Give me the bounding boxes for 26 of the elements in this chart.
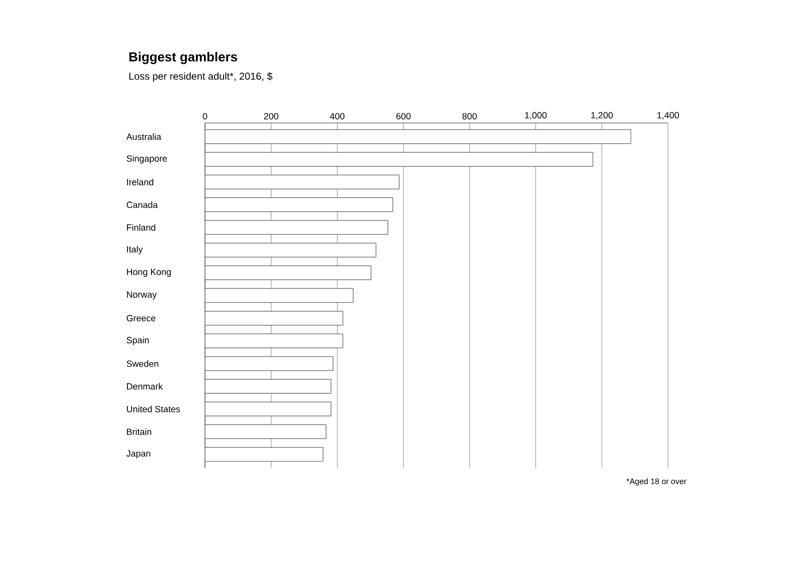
- y-tick-label: Spain: [126, 336, 149, 346]
- y-tick-label: Britain: [127, 428, 152, 435]
- x-tick-label: 1,200: [591, 112, 613, 120]
- y-tick-label: Singapore: [126, 155, 167, 164]
- y-tick-label: Canada: [126, 201, 158, 208]
- x-tick-label: 200: [264, 113, 278, 120]
- y-tick-label: Australia: [126, 133, 162, 140]
- chart-subtitle: Loss per resident adult*, 2016, $: [129, 72, 272, 82]
- y-tick-label: Sweden: [126, 360, 158, 367]
- chart-title: Biggest gamblers: [129, 52, 238, 64]
- x-tick-label: 1,400: [657, 112, 679, 120]
- x-tick-label: 0: [202, 113, 208, 120]
- y-tick-label: Denmark: [127, 382, 163, 390]
- x-tick-label: 600: [396, 113, 411, 120]
- y-tick-label: Hong Kong: [127, 268, 171, 277]
- y-tick-label: Finland: [127, 224, 156, 231]
- y-tick-label: Ireland: [127, 178, 154, 186]
- x-tick-label: 1,000: [525, 112, 547, 120]
- x-tick-label: 800: [462, 113, 477, 120]
- y-tick-label: Japan: [126, 450, 150, 458]
- y-tick-label: Italy: [127, 246, 143, 254]
- y-tick-label: Greece: [126, 315, 156, 322]
- x-tick-label: 400: [330, 113, 344, 120]
- y-tick-label: United States: [126, 406, 180, 412]
- y-tick-label: Norway: [127, 291, 157, 300]
- text: *Aged 18 or over: [626, 478, 686, 486]
